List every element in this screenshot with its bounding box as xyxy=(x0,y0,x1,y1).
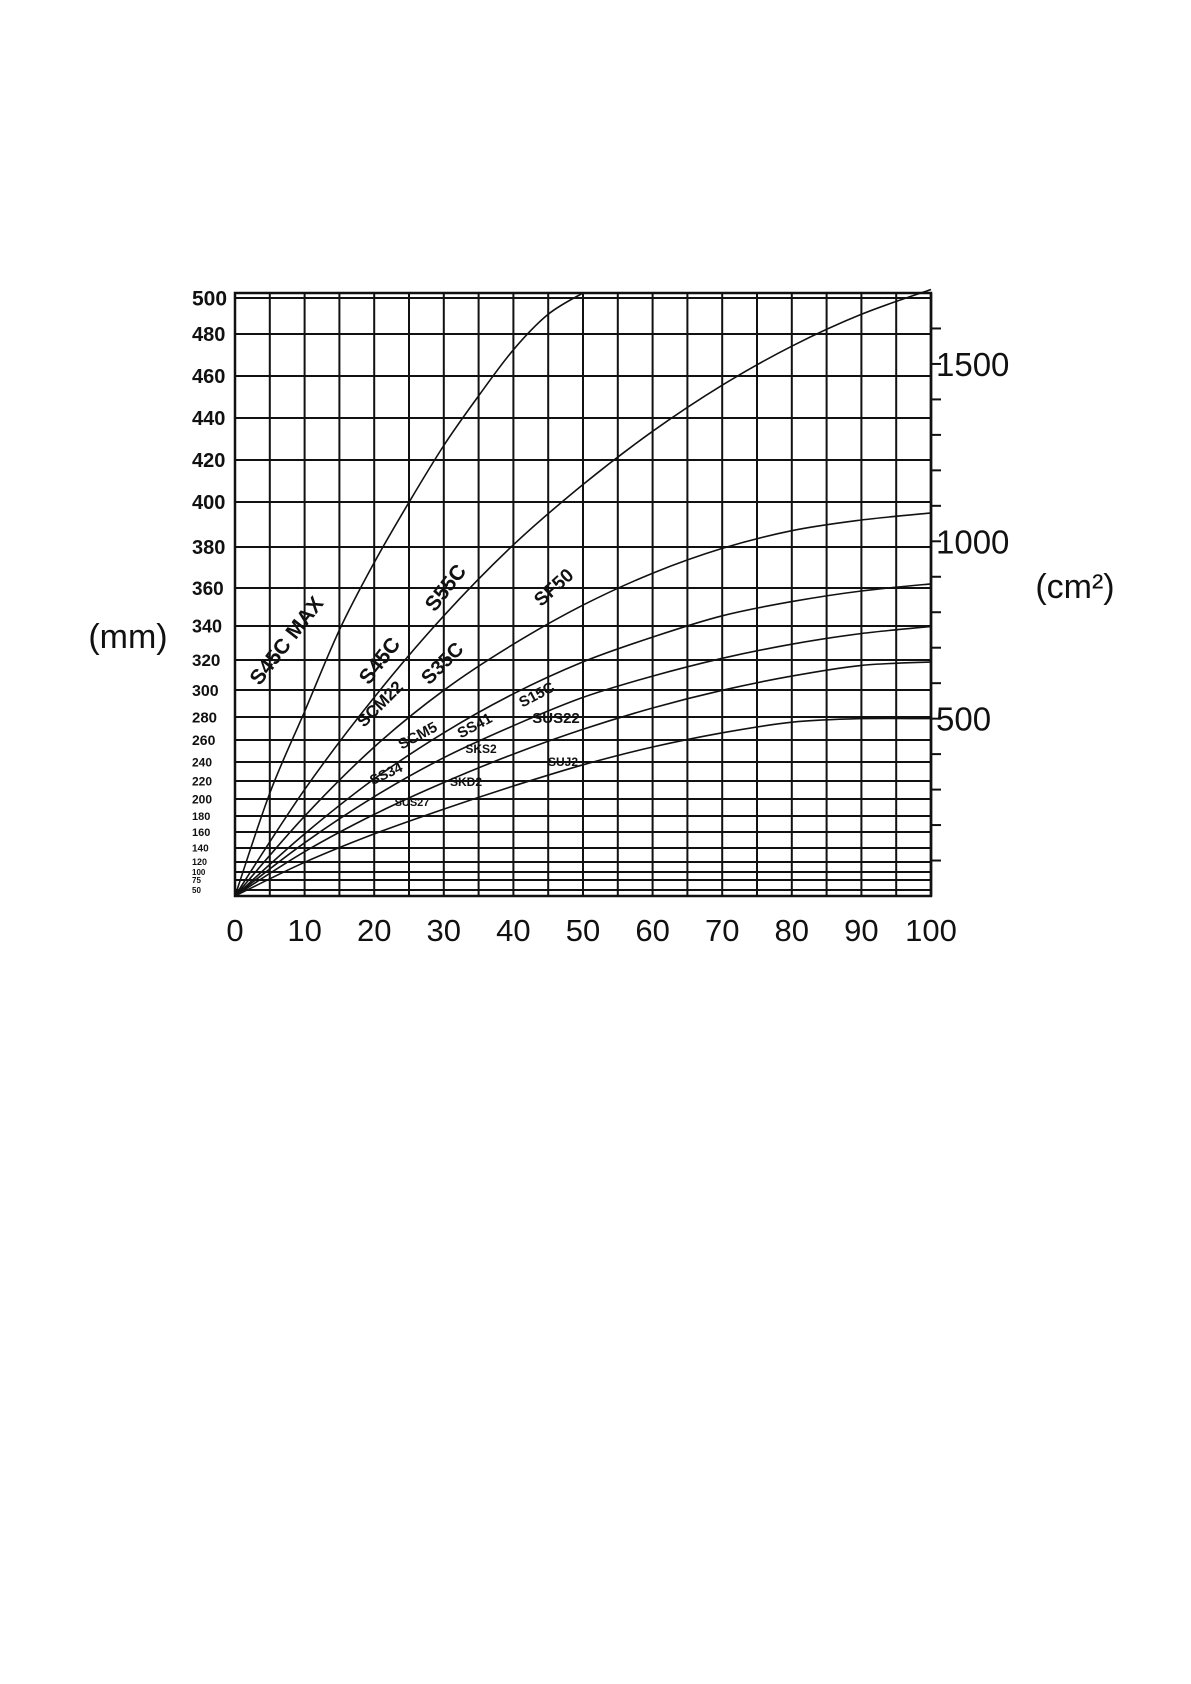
left-axis-tick-label: 220 xyxy=(192,774,212,788)
left-axis-tick-label: 260 xyxy=(192,732,216,748)
right-axis-label: (cm²) xyxy=(1035,568,1114,606)
right-axis-tick-label: 1500 xyxy=(936,346,1009,383)
series-line-6 xyxy=(234,661,932,897)
series-line-3 xyxy=(234,512,932,897)
curve-label: SKD2 xyxy=(450,775,482,789)
x-axis-tick-label: 30 xyxy=(427,913,461,948)
curve-label: SKS2 xyxy=(465,742,497,756)
series-line-2 xyxy=(234,288,932,897)
grid xyxy=(234,293,932,896)
left-axis-tick-label: 320 xyxy=(192,651,220,670)
curve-label: S15C xyxy=(516,679,557,712)
x-axis-tick-label: 50 xyxy=(566,913,600,948)
left-axis-tick-label: 200 xyxy=(192,792,212,806)
curve-label: SUJ2 xyxy=(548,755,578,769)
left-axis-tick-label: 50 xyxy=(192,886,201,895)
right-axis-tick-label: 500 xyxy=(936,701,991,738)
left-axis-tick-label: 240 xyxy=(192,755,212,769)
curve-label: SUS27 xyxy=(395,797,430,809)
left-axis-tick-label: 380 xyxy=(192,537,225,559)
x-axis-tick-label: 60 xyxy=(635,913,669,948)
curve-label: SUS22 xyxy=(532,710,580,727)
left-axis-label: (mm) xyxy=(88,618,167,656)
left-axis-tick-label: 300 xyxy=(192,683,219,700)
curve-label: SS34 xyxy=(367,759,405,788)
x-axis-tick-label: 90 xyxy=(844,913,878,948)
x-axis-tick-label: 10 xyxy=(287,913,321,948)
x-axis-tick-label: 70 xyxy=(705,913,739,948)
left-axis-tick-label: 500 xyxy=(192,288,227,311)
series-lines xyxy=(234,288,932,897)
curve-label: S45C MAX xyxy=(245,593,328,690)
left-axis-tick-label: 140 xyxy=(192,844,209,855)
x-axis-tick-label: 20 xyxy=(357,913,391,948)
series-line-5 xyxy=(234,625,932,897)
x-axis-tick-label: 100 xyxy=(905,913,957,948)
left-axis-tick-label: 440 xyxy=(192,408,225,430)
left-axis-tick-label: 400 xyxy=(192,492,225,514)
left-axis-tick-label: 420 xyxy=(192,450,225,472)
left-axis-tick-label: 280 xyxy=(192,709,217,726)
curve-label: SCM22 xyxy=(353,677,407,731)
x-axis-tick-label: 80 xyxy=(775,913,809,948)
left-axis-tick-label: 100 xyxy=(192,868,206,877)
left-axis-tick-label: 460 xyxy=(192,366,225,388)
right-axis-tick-label: 1000 xyxy=(936,523,1009,560)
x-axis-tick-label: 0 xyxy=(226,913,243,948)
series-line-4 xyxy=(234,583,932,897)
curve-label: S35C xyxy=(417,638,468,689)
x-axis-tick-label: 40 xyxy=(496,913,530,948)
left-axis-tick-label: 480 xyxy=(192,324,225,346)
left-axis-tick-label: 120 xyxy=(192,857,207,867)
left-axis-tick-label: 160 xyxy=(192,827,210,839)
left-axis-tick-label: 340 xyxy=(192,616,222,636)
left-axis-tick-label: 180 xyxy=(192,811,210,823)
left-axis-tick-label: 75 xyxy=(192,876,201,885)
series-line-1 xyxy=(234,292,584,897)
series-line-7 xyxy=(234,717,932,897)
left-axis-tick-label: 360 xyxy=(192,579,224,600)
curve-label: SCM5 xyxy=(395,719,440,754)
